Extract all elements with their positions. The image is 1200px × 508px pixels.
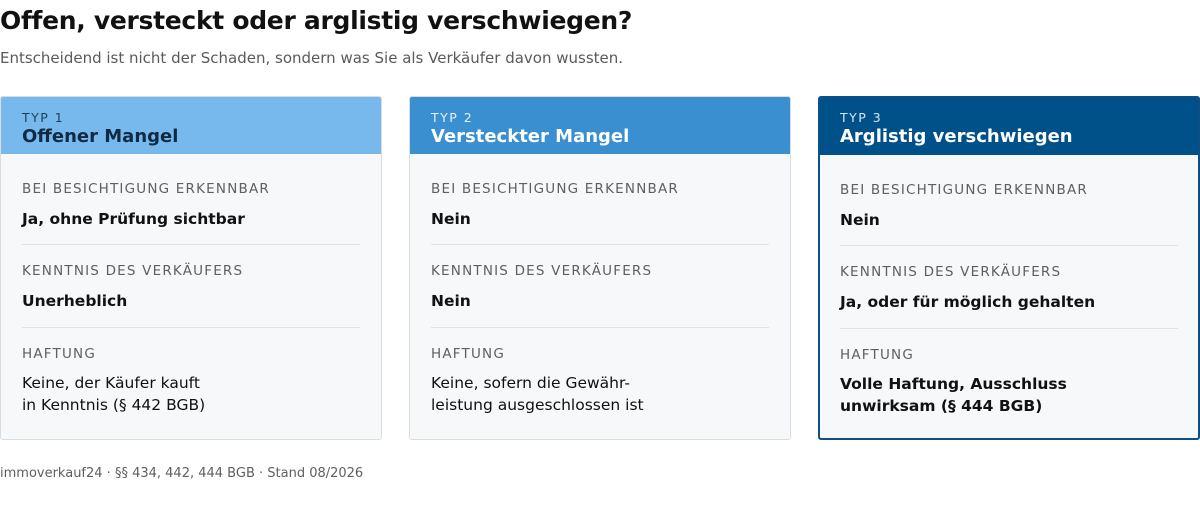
row-kenntnis: KENNTNIS DES VERKÄUFERS Ja, oder für mög… (840, 246, 1178, 329)
row-value: Unerheblich (22, 292, 128, 310)
card-body: BEI BESICHTIGUNG ERKENNBAR Nein KENNTNIS… (410, 154, 790, 416)
row-label: BEI BESICHTIGUNG ERKENNBAR (840, 182, 1088, 198)
row-haftung: HAFTUNG Keine, der Käufer kauft in Kennt… (22, 328, 360, 416)
row-value: Keine, sofern die Gewähr- leistung ausge… (431, 374, 644, 414)
row-label: HAFTUNG (431, 346, 506, 362)
row-value: Nein (431, 292, 471, 310)
card-title: Versteckter Mangel (431, 126, 630, 147)
row-erkennbar: BEI BESICHTIGUNG ERKENNBAR Nein (431, 154, 769, 245)
row-label: BEI BESICHTIGUNG ERKENNBAR (431, 181, 679, 197)
row-label: KENNTNIS DES VERKÄUFERS (22, 263, 244, 279)
card-header: TYP 2 Versteckter Mangel (410, 97, 790, 154)
source-footer: immoverkauf24 · §§ 434, 442, 444 BGB · S… (0, 466, 364, 481)
card-type-label: TYP 3 (840, 110, 883, 125)
row-label: HAFTUNG (22, 346, 97, 362)
card-body: BEI BESICHTIGUNG ERKENNBAR Ja, ohne Prüf… (1, 154, 381, 416)
card-type-label: TYP 1 (22, 110, 65, 125)
row-label: BEI BESICHTIGUNG ERKENNBAR (22, 181, 270, 197)
card-header: TYP 1 Offener Mangel (1, 97, 381, 154)
row-label: KENNTNIS DES VERKÄUFERS (431, 263, 653, 279)
row-kenntnis: KENNTNIS DES VERKÄUFERS Nein (431, 245, 769, 328)
row-label: HAFTUNG (840, 347, 915, 363)
card-header: TYP 3 Arglistig verschwiegen (820, 98, 1198, 155)
card-type-label: TYP 2 (431, 110, 474, 125)
row-erkennbar: BEI BESICHTIGUNG ERKENNBAR Nein (840, 155, 1178, 246)
card-arglistig-verschwiegen: TYP 3 Arglistig verschwiegen BEI BESICHT… (818, 96, 1200, 440)
page-subtitle: Entscheidend ist nicht der Schaden, sond… (0, 49, 624, 67)
row-value: Keine, der Käufer kauft in Kenntnis (§ 4… (22, 374, 206, 414)
defect-type-cards: TYP 1 Offener Mangel BEI BESICHTIGUNG ER… (0, 96, 1200, 440)
row-kenntnis: KENNTNIS DES VERKÄUFERS Unerheblich (22, 245, 360, 328)
card-body: BEI BESICHTIGUNG ERKENNBAR Nein KENNTNIS… (820, 155, 1198, 417)
row-haftung: HAFTUNG Volle Haftung, Ausschluss unwirk… (840, 329, 1178, 417)
row-value: Nein (840, 211, 880, 229)
row-haftung: HAFTUNG Keine, sofern die Gewähr- leistu… (431, 328, 769, 416)
row-label: KENNTNIS DES VERKÄUFERS (840, 264, 1062, 280)
row-value: Nein (431, 210, 471, 228)
row-erkennbar: BEI BESICHTIGUNG ERKENNBAR Ja, ohne Prüf… (22, 154, 360, 245)
card-title: Offener Mangel (22, 126, 179, 147)
row-value: Ja, ohne Prüfung sichtbar (22, 210, 245, 228)
card-title: Arglistig verschwiegen (840, 126, 1073, 147)
row-value: Volle Haftung, Ausschluss unwirksam (§ 4… (840, 375, 1067, 415)
row-value: Ja, oder für möglich gehalten (840, 293, 1096, 311)
card-versteckter-mangel: TYP 2 Versteckter Mangel BEI BESICHTIGUN… (409, 96, 791, 440)
page-title: Offen, versteckt oder arglistig verschwi… (0, 6, 633, 35)
card-offener-mangel: TYP 1 Offener Mangel BEI BESICHTIGUNG ER… (0, 96, 382, 440)
